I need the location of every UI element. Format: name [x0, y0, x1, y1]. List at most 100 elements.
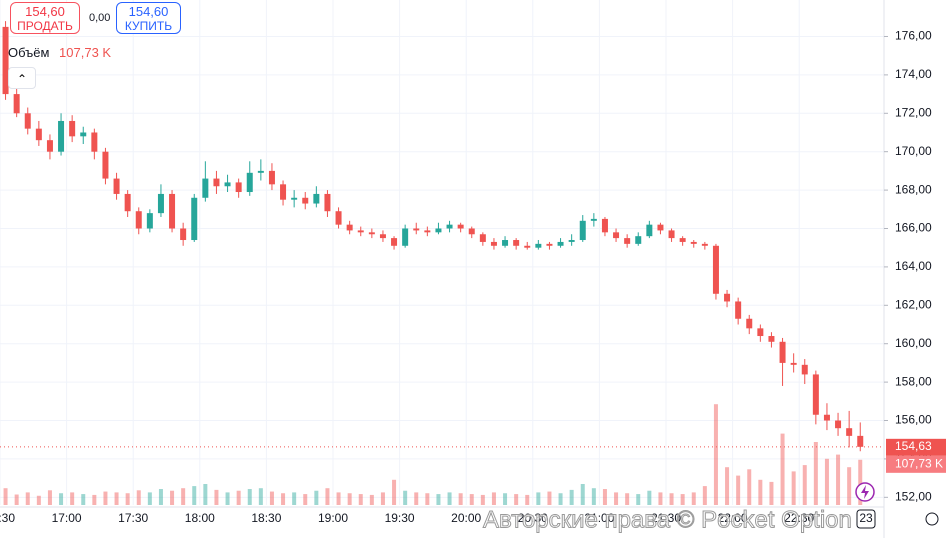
candle-body [324, 193, 331, 212]
candle-body [235, 182, 242, 193]
volume-bar [702, 486, 707, 505]
buy-button[interactable]: 154,60 КУПИТЬ [116, 2, 181, 34]
volume-bar [458, 493, 463, 505]
x-tick-label: 19:00 [318, 511, 348, 525]
candle-body [701, 243, 708, 246]
volume-bar [547, 491, 552, 505]
volume-bar [81, 494, 86, 505]
x-tick-label: 22:30 [784, 511, 814, 525]
volume-bar [59, 493, 64, 505]
date-button[interactable] [856, 509, 876, 529]
candle-body [468, 228, 475, 235]
candle-body [46, 140, 53, 152]
last-price-label: 154,63 [895, 439, 932, 453]
candle-body [180, 228, 187, 241]
x-tick-label: 20:30 [518, 511, 548, 525]
y-tick-label: 176,00 [895, 29, 932, 43]
y-tick-label: 152,00 [895, 489, 932, 503]
volume-bar [181, 488, 186, 505]
candle-body [24, 113, 31, 129]
candle-body [357, 230, 364, 233]
volume-bar [469, 494, 474, 505]
candle-body [335, 211, 342, 225]
candle-body [402, 228, 409, 246]
label-layer: 152,00154,00156,00158,00160,00162,00164,… [0, 29, 946, 525]
buy-label: КУПИТЬ [124, 19, 173, 33]
candle-body [557, 241, 564, 246]
volume-bar [591, 488, 596, 505]
candle-body [424, 230, 431, 233]
volume-bar [802, 465, 807, 505]
candle-body [435, 228, 442, 233]
y-tick-label: 156,00 [895, 413, 932, 427]
x-tick-label: 17:00 [52, 511, 82, 525]
volume-bar [25, 492, 30, 505]
settings-icon[interactable] [925, 512, 939, 526]
volume-bar [858, 459, 863, 505]
volume-bar [114, 492, 119, 505]
volume-bar [14, 494, 19, 505]
volume-bar [669, 493, 674, 505]
volume-bar [758, 479, 763, 505]
volume-bar [303, 494, 308, 505]
date-button-label: 23 [859, 511, 873, 525]
candle-body [613, 232, 620, 239]
candle-body [124, 193, 131, 212]
volume-bar [225, 492, 230, 505]
volume-bar [525, 494, 530, 505]
candle-body [635, 236, 642, 244]
candle-body [779, 341, 786, 363]
candle-body [835, 420, 842, 429]
candle-body [80, 132, 87, 137]
volume-bar [491, 492, 496, 505]
y-tick-label: 162,00 [895, 297, 932, 311]
candle-body [2, 26, 9, 95]
y-tick-label: 174,00 [895, 67, 932, 81]
x-tick-label: 20:00 [451, 511, 481, 525]
candle-body [812, 374, 819, 415]
volume-bar [680, 494, 685, 505]
candle-body [524, 245, 531, 248]
volume-bar [36, 495, 41, 505]
candle-body [302, 197, 309, 204]
y-tick-label: 158,00 [895, 374, 932, 388]
volume-bar [125, 493, 130, 505]
volume-bar [436, 494, 441, 505]
candle-body [624, 238, 631, 244]
candle-body [191, 197, 198, 241]
candle-body [757, 328, 764, 337]
sell-button[interactable]: 154,60 ПРОДАТЬ [10, 2, 80, 34]
candle-body [346, 224, 353, 231]
candle-body [690, 241, 697, 244]
buy-price: 154,60 [128, 4, 169, 19]
candle-body [257, 170, 264, 173]
y-tick-label: 164,00 [895, 259, 932, 273]
candle-body [91, 132, 98, 152]
candle-body [479, 234, 486, 242]
y-tick-label: 160,00 [895, 336, 932, 350]
candle-body [157, 193, 164, 214]
candle-body [213, 178, 220, 187]
volume-legend-name: Объём [8, 45, 50, 60]
volume-bar [614, 492, 619, 505]
volume-bar [392, 479, 397, 505]
volume-bar [292, 492, 297, 505]
volume-legend: Объём 107,73 K [8, 45, 111, 60]
volume-bar [747, 469, 752, 505]
candle-body [535, 243, 542, 248]
candle-body [735, 301, 742, 319]
candle-body [679, 238, 686, 242]
volume-bar [425, 493, 430, 505]
candle-body [712, 245, 719, 294]
volume-bar [214, 489, 219, 505]
volume-bar [713, 404, 718, 505]
candle-body [291, 197, 298, 200]
candle-body [391, 238, 398, 246]
candle-body [102, 151, 109, 179]
y-tick-label: 172,00 [895, 105, 932, 119]
volume-bar [247, 489, 252, 505]
volume-bar [192, 486, 197, 505]
collapse-button[interactable]: ⌃ [8, 67, 36, 89]
volume-bar [636, 494, 641, 505]
